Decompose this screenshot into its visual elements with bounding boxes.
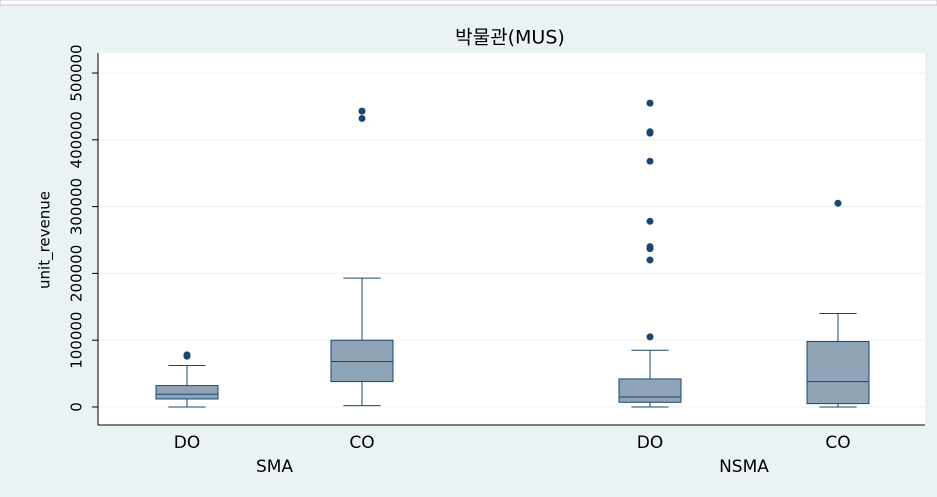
group-label: SMA	[256, 457, 293, 477]
outlier	[358, 107, 366, 115]
top-strip	[0, 0, 937, 6]
outlier	[646, 99, 654, 107]
outlier	[646, 333, 654, 341]
group-label: NSMA	[719, 457, 769, 477]
y-tick-label: 500000	[68, 44, 86, 101]
x-tick-label: DO	[637, 433, 663, 453]
box	[155, 385, 219, 400]
outlier	[646, 128, 654, 136]
outlier	[834, 199, 842, 207]
outlier	[646, 217, 654, 225]
x-tick-label: DO	[174, 433, 200, 453]
outlier	[646, 256, 654, 264]
outlier	[183, 351, 191, 359]
x-tick-label: CO	[349, 433, 374, 453]
y-tick-label: 300000	[68, 178, 86, 235]
y-tick-label: 400000	[68, 111, 86, 168]
y-tick-label: 0	[68, 402, 86, 412]
y-axis-label: unit_revenue	[36, 191, 55, 289]
y-tick-label: 200000	[68, 245, 86, 302]
plot-area	[98, 53, 925, 425]
outlier	[646, 157, 654, 165]
x-tick-label: CO	[825, 433, 850, 453]
box	[806, 341, 870, 405]
box	[330, 339, 394, 383]
outlier	[358, 114, 366, 122]
chart-title: 박물관(MUS)	[455, 27, 565, 49]
box	[618, 378, 682, 403]
y-tick-label: 100000	[68, 312, 86, 369]
outlier	[646, 243, 654, 251]
